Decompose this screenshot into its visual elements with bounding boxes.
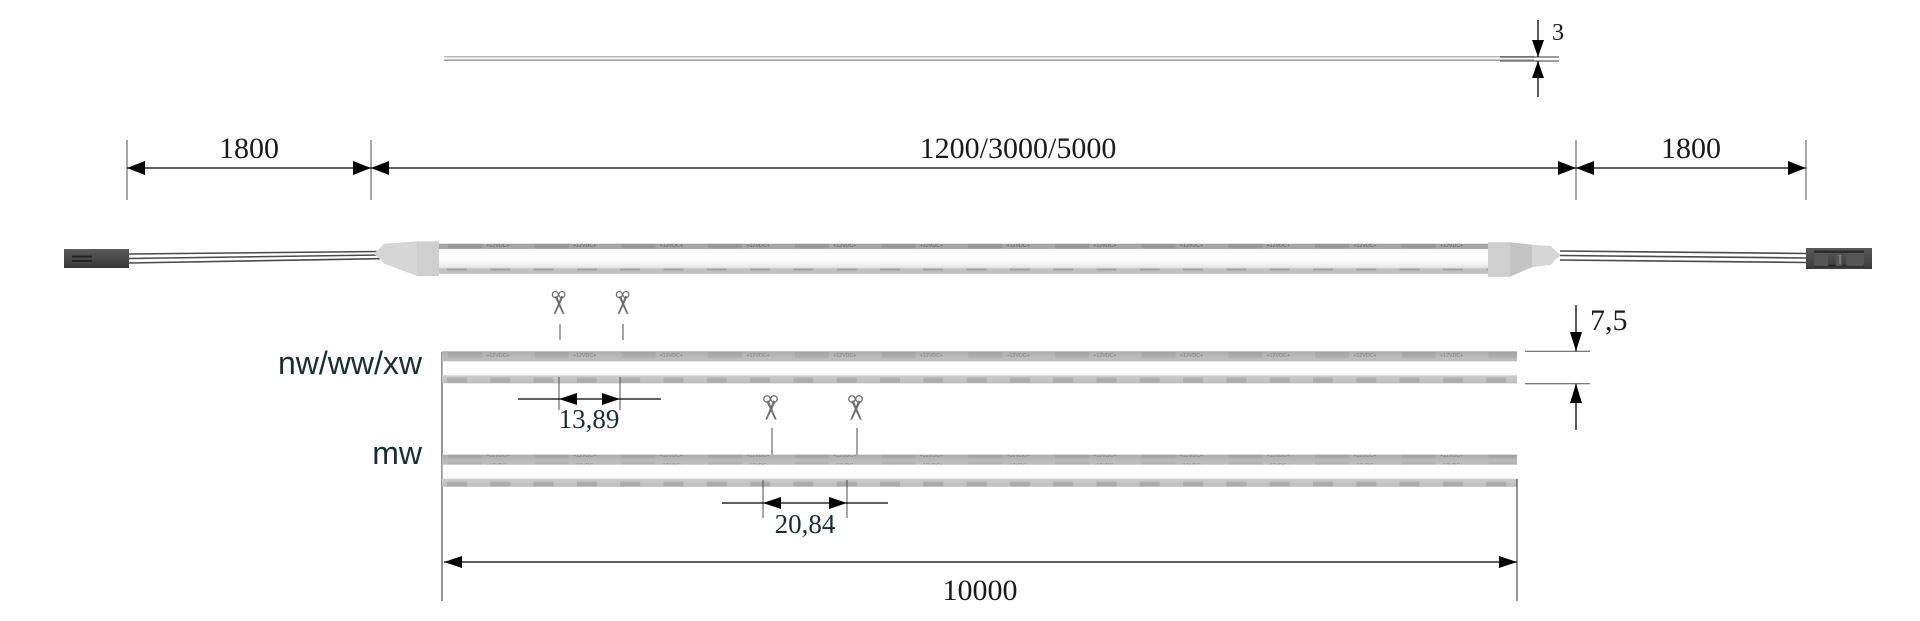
svg-text:10000: 10000: [943, 574, 1018, 607]
svg-text:13,89: 13,89: [559, 404, 620, 434]
svg-text:20,84: 20,84: [775, 509, 836, 539]
svg-text:1800: 1800: [219, 132, 279, 165]
svg-text:nw/ww/xw: nw/ww/xw: [278, 345, 423, 381]
svg-text:1200/3000/5000: 1200/3000/5000: [920, 132, 1117, 165]
svg-text:3: 3: [1552, 20, 1564, 46]
svg-text:1800: 1800: [1661, 132, 1721, 165]
svg-text:7,5: 7,5: [1590, 304, 1628, 337]
svg-text:mw: mw: [372, 435, 423, 471]
